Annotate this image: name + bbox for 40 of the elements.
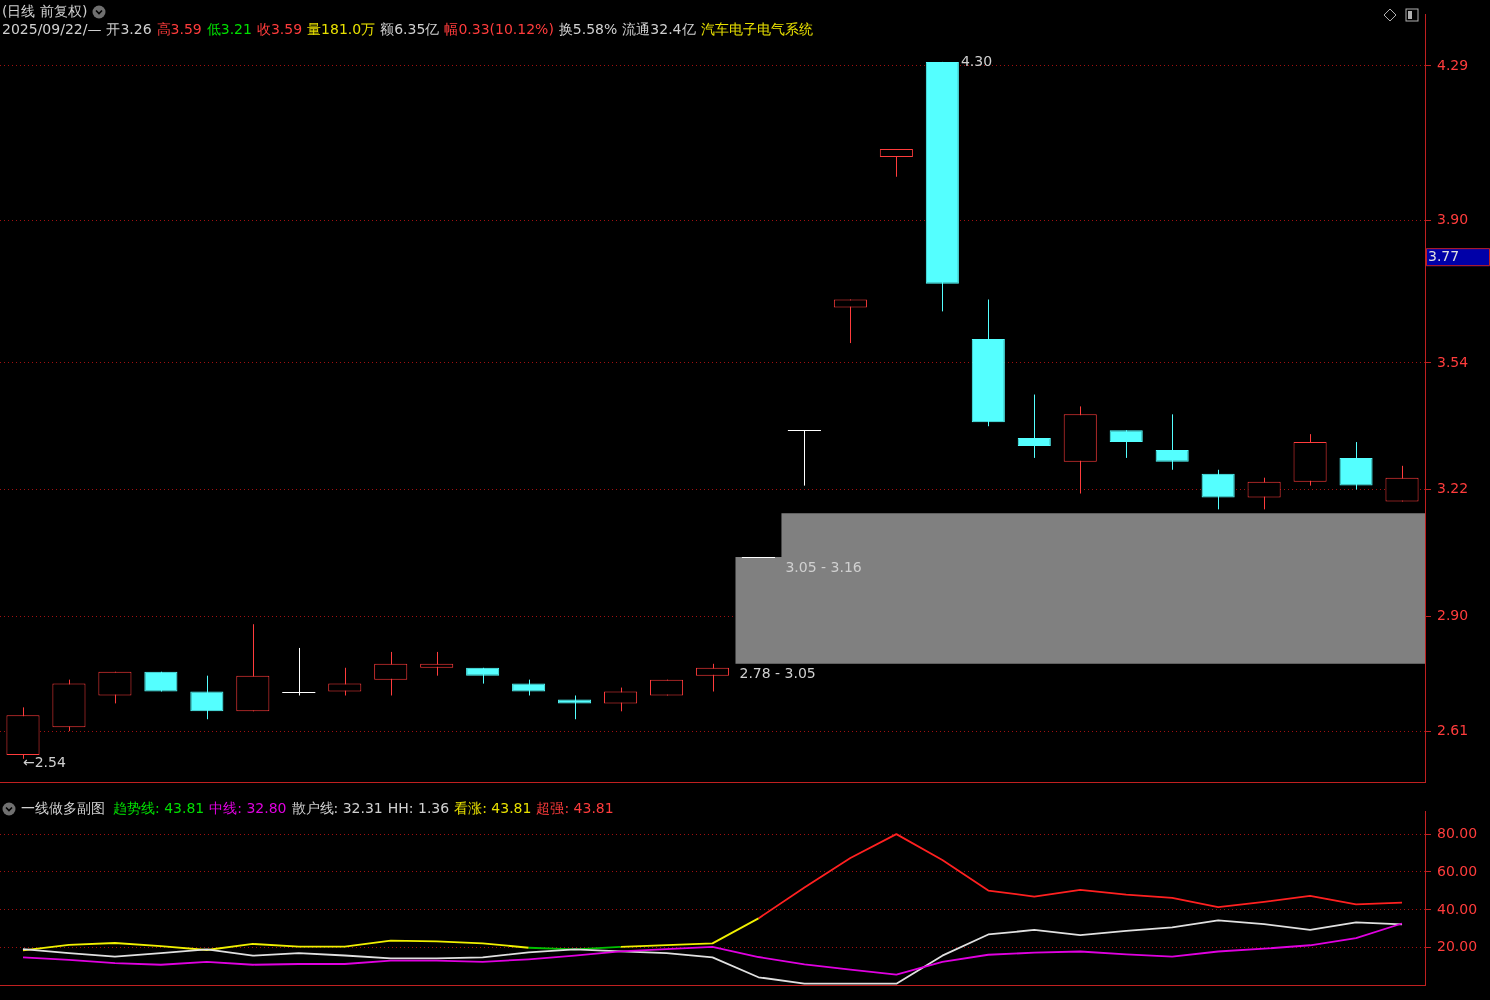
annotation: 散户线: 32.31 <box>291 800 383 816</box>
annotation: 2025/09/22/— <box>2 21 102 37</box>
y-tick-label: 3.54 <box>1437 353 1469 370</box>
annotation: 高3.59 <box>156 21 202 37</box>
annotation: 4.30 <box>960 52 993 69</box>
y-tick-label: 40.00 <box>1437 900 1478 917</box>
annotation: HH: 1.36 <box>387 800 450 816</box>
chart-title: (日线 前复权) <box>2 3 88 19</box>
text: 3.77 <box>1428 247 1460 264</box>
annotation: 中线: 32.80 <box>209 800 287 816</box>
candlestick <box>695 663 730 693</box>
annotation: 幅0.33(10.12%) <box>444 21 554 37</box>
annotation: 汽车电子电气系统 <box>700 21 813 37</box>
annotation: 超强: 43.81 <box>536 800 614 816</box>
annotation: ←2.54 <box>22 754 66 771</box>
candlestick <box>558 694 592 720</box>
annotation: 收3.59 <box>256 21 303 37</box>
annotation: 流通32.4亿 <box>622 21 696 37</box>
chart-title: 一线做多副图 <box>21 800 105 816</box>
candlestick <box>281 647 316 696</box>
candlestick <box>420 651 454 677</box>
annotation: 趋势线: 43.81 <box>113 800 205 816</box>
annotation: 开3.26 <box>106 21 152 37</box>
band-label: 2.78 - 3.05 <box>739 665 816 682</box>
annotation: 额6.35亿 <box>380 21 440 37</box>
annotation: 换5.58% <box>558 21 618 37</box>
candlestick <box>1017 394 1051 459</box>
band-label: 3.05 - 3.16 <box>785 558 862 575</box>
y-tick-label: 4.29 <box>1437 56 1469 73</box>
y-tick-label: 3.22 <box>1437 480 1469 497</box>
y-tick-label: 20.00 <box>1437 938 1478 955</box>
y-tick-label: 2.90 <box>1437 606 1469 623</box>
candlestick <box>787 429 822 487</box>
annotation: 量181.0万 <box>307 21 376 37</box>
y-tick-label: 60.00 <box>1437 862 1478 879</box>
annotation: 看涨: 43.81 <box>454 800 532 816</box>
annotation: 低3.21 <box>206 21 252 37</box>
y-tick-label: 80.00 <box>1437 824 1478 841</box>
y-tick-label: 3.90 <box>1437 210 1469 227</box>
y-tick-label: 2.61 <box>1437 721 1469 738</box>
